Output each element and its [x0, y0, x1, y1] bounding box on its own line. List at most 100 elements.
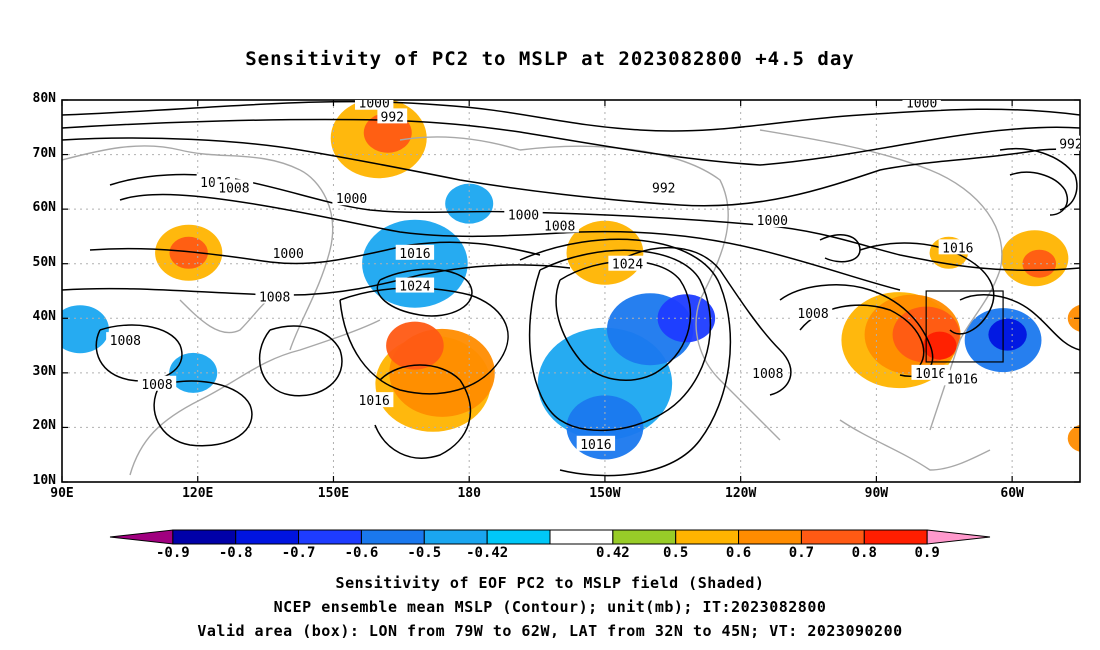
lat-label: 80N — [32, 91, 56, 106]
lat-label: 70N — [32, 145, 56, 161]
sensitivity-patch — [62, 305, 109, 354]
contour-label-bg — [395, 277, 435, 293]
contour-label-bg — [608, 255, 647, 271]
contour-label: 1000 — [273, 247, 304, 262]
lat-label: 30N — [32, 363, 56, 379]
colorbar-segment — [800, 529, 865, 545]
lat-lon-gridlines — [62, 100, 1080, 482]
contour-label: 1008 — [259, 290, 290, 305]
colorbar-tick-label: -0.7 — [281, 545, 316, 561]
plot-frame — [61, 99, 1081, 483]
contour-label-bg — [1056, 135, 1080, 151]
valid-area-box — [925, 290, 1004, 363]
contour-label-bg — [137, 375, 177, 391]
lon-label: 60W — [1000, 486, 1024, 501]
contour-label: 1016 — [580, 438, 611, 453]
lon-label: 90E — [50, 486, 74, 501]
contour-label: 1000 — [906, 97, 937, 112]
contour-label-bg — [938, 239, 978, 255]
contour-label: 992 — [1059, 138, 1082, 153]
sensitivity-patch — [1067, 424, 1080, 452]
contour-label-bg — [648, 179, 679, 195]
contour-label-bg — [504, 206, 543, 222]
contour-label-bg — [395, 244, 435, 260]
colorbar-segment — [863, 529, 928, 545]
contour-label-bg — [269, 244, 308, 260]
contour-label-bg — [214, 179, 254, 195]
colorbar-tick-label: -0.6 — [344, 545, 379, 561]
colorbar-tick-label: -0.5 — [407, 545, 442, 561]
contour-label-bg — [354, 100, 394, 110]
contour-label-bg — [793, 304, 833, 320]
contour-label-bg — [753, 212, 792, 228]
contour-label-bg — [332, 190, 371, 206]
caption-shading: Sensitivity of EOF PC2 to MSLP field (Sh… — [335, 574, 765, 592]
contour-label: 1008 — [544, 220, 575, 235]
colorbar-segment — [298, 529, 362, 545]
colorbar-tick-label: 0.8 — [851, 545, 877, 561]
contour-label: 1016 — [947, 372, 978, 387]
contour-label: 1008 — [797, 307, 828, 322]
colorbar-segment — [360, 529, 425, 545]
contour-label: 1000 — [757, 214, 788, 229]
sensitivity-patch — [1022, 249, 1057, 278]
sensitivity-shading — [62, 100, 1080, 460]
contour-label: 1024 — [399, 280, 430, 295]
lon-label: 90W — [864, 486, 889, 501]
lon-label: 150E — [317, 486, 350, 501]
contour-label: 992 — [381, 110, 404, 125]
lon-label: 180 — [457, 486, 481, 501]
lat-label: 20N — [32, 418, 56, 434]
colorbar-tick-label: -0.42 — [466, 545, 509, 561]
chart-title: Sensitivity of PC2 to MSLP at 2023082800… — [245, 48, 855, 70]
lon-label: 150W — [589, 486, 621, 501]
contour-label: 1000 — [508, 209, 539, 224]
colorbar-tick-label: 0.6 — [725, 545, 752, 561]
lon-label: 120W — [725, 486, 757, 501]
colorbar-tick-label: 0.9 — [914, 545, 940, 561]
colorbar-segment — [612, 529, 677, 545]
colorbar-segment — [738, 529, 802, 545]
contour-label-bg — [943, 370, 982, 386]
contour-label: 1008 — [752, 367, 783, 382]
lat-label: 60N — [32, 200, 56, 216]
lat-label: 50N — [32, 254, 56, 270]
colorbar-tick-label: -0.8 — [218, 545, 253, 561]
colorbar-arrow-high — [926, 529, 991, 545]
contour-label: 1016 — [399, 247, 430, 262]
contour-label: 1016 — [359, 394, 390, 409]
lon-label: 120E — [182, 486, 214, 501]
colorbar-tick-label: 0.7 — [788, 545, 815, 561]
caption-contour: NCEP ensemble mean MSLP (Contour); unit(… — [273, 598, 827, 616]
lat-label: 40N — [32, 309, 56, 325]
axis-ticks — [61, 99, 1080, 483]
colorbar — [109, 529, 991, 545]
contour-label-bg — [106, 332, 145, 348]
sensitivity-patch — [1067, 304, 1080, 332]
contour-label: 1016 — [915, 367, 946, 382]
sensitivity-patch — [386, 321, 444, 370]
sensitivity-patch — [169, 236, 208, 269]
contour-label: 1008 — [218, 181, 249, 196]
contour-label: 992 — [652, 181, 675, 196]
contour-label: 1008 — [141, 378, 172, 393]
colorbar-segment — [549, 529, 614, 545]
colorbar-segment — [172, 529, 237, 545]
colorbar-tick-label: -0.9 — [155, 545, 190, 561]
contour-label-bg — [255, 288, 294, 304]
contour-label-bg — [354, 392, 394, 408]
contour-label-bg — [576, 435, 616, 451]
colorbar-segment — [675, 529, 740, 545]
contour-label-bg — [911, 364, 950, 380]
contour-label: 1000 — [359, 97, 390, 112]
colorbar-segment — [423, 529, 488, 545]
contour-label: 1016 — [942, 241, 973, 256]
contour-label-bg — [377, 108, 408, 124]
mslp-contours — [62, 100, 1080, 477]
colorbar-tick-label: 0.5 — [663, 545, 689, 561]
colorbar-tick-label: 0.42 — [595, 545, 630, 561]
contour-label-bg — [902, 100, 941, 110]
contour-label: 1024 — [612, 258, 643, 273]
colorbar-segment — [486, 529, 551, 545]
